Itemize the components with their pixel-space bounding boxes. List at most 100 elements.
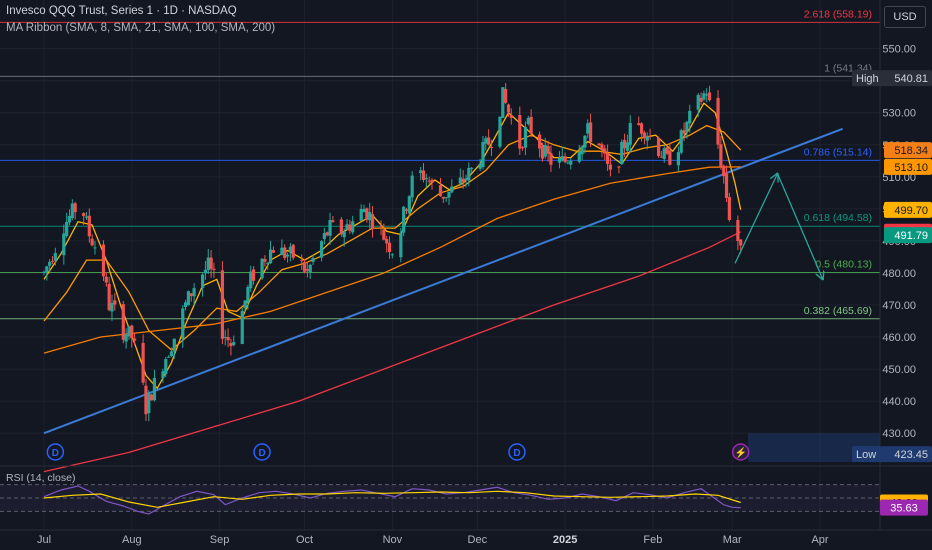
- candle-body: [438, 185, 443, 197]
- candle-body: [150, 394, 154, 401]
- candle-body: [359, 208, 363, 221]
- ma-line: [43, 166, 741, 354]
- candle-body: [702, 93, 706, 100]
- price-tag[interactable]: [852, 70, 932, 87]
- candle-body: [608, 164, 613, 170]
- rsi-tag[interactable]: [880, 499, 928, 516]
- candle-body: [489, 146, 494, 148]
- rsi-label[interactable]: RSI (14, close): [6, 472, 76, 484]
- candle-body: [65, 221, 69, 236]
- candle-body: [605, 153, 610, 164]
- candle-body: [130, 325, 134, 339]
- rsi-pane: [0, 465, 932, 515]
- candle-body: [682, 130, 686, 134]
- candle-body: [368, 211, 372, 221]
- projection-path[interactable]: [734, 173, 823, 280]
- symbol-title[interactable]: Invesco QQQ Trust, Series 1 · 1D · NASDA…: [6, 5, 237, 17]
- candle-body: [402, 206, 406, 233]
- earnings-marker-icon: ⚡: [734, 446, 746, 459]
- currency-button[interactable]: USD: [884, 6, 926, 28]
- candle-body: [133, 338, 137, 341]
- trendline[interactable]: [43, 127, 844, 435]
- candle-body: [305, 269, 309, 271]
- candle-body: [444, 197, 448, 199]
- candle-body: [167, 356, 171, 358]
- candle-body: [200, 274, 205, 288]
- candle-body: [232, 342, 236, 345]
- candle-body: [229, 343, 233, 346]
- time-axis[interactable]: Jul Aug Sep Oct Nov Dec 2025 Feb Mar Apr: [0, 529, 932, 546]
- price-tag[interactable]: [884, 158, 932, 175]
- price-tag[interactable]: [884, 142, 932, 159]
- candle-body: [719, 144, 723, 167]
- candle-body: [382, 229, 386, 240]
- candle-body: [226, 336, 230, 341]
- candle-body: [656, 137, 661, 157]
- projection-segment[interactable]: [734, 174, 777, 264]
- trendline-line[interactable]: [43, 127, 844, 435]
- candle-body: [189, 293, 193, 296]
- projection-segment[interactable]: [776, 173, 823, 280]
- dividend-marker[interactable]: [253, 443, 271, 461]
- candle-body: [470, 167, 474, 169]
- candle-body: [597, 143, 601, 146]
- candle-body: [447, 191, 451, 198]
- candle-body: [249, 271, 253, 289]
- candle-body: [240, 310, 244, 345]
- candle-body: [351, 221, 355, 233]
- candle-body: [628, 122, 632, 145]
- candle-body: [90, 238, 94, 246]
- candle-body: [560, 156, 564, 161]
- candle-body: [421, 170, 426, 181]
- price-tick-label: 460.00: [882, 332, 916, 344]
- candle-body: [121, 304, 125, 340]
- candle-body: [328, 219, 332, 236]
- price-tick-label: 440.00: [882, 396, 916, 408]
- price-tag[interactable]: [884, 227, 932, 244]
- candle-body: [127, 326, 131, 337]
- price-tag-value: 518.34: [894, 145, 928, 157]
- candle-body: [722, 165, 726, 177]
- time-tick-label: Feb: [643, 534, 662, 546]
- candle-body: [549, 153, 553, 165]
- candle-body: [679, 130, 683, 153]
- candle-body: [169, 351, 174, 357]
- price-tick-label: 550.00: [882, 44, 916, 56]
- price-tag-value: 499.70: [894, 205, 928, 217]
- candle-body: [266, 262, 270, 264]
- candle-body: [586, 123, 590, 134]
- candle-body: [209, 257, 213, 270]
- candle-body: [699, 97, 703, 102]
- candle-body: [390, 254, 394, 256]
- candle-body: [172, 338, 176, 352]
- candle-body: [569, 160, 573, 165]
- candle-body: [104, 276, 108, 283]
- dividend-marker-label: D: [52, 448, 59, 459]
- indicator-label[interactable]: MA Ribbon (SMA, 8, SMA, 21, SMA, 100, SM…: [6, 22, 276, 34]
- price-axis[interactable]: 550.00540.00530.00520.00510.00500.00490.…: [852, 0, 932, 530]
- candle-body: [481, 141, 485, 168]
- candle-body: [546, 146, 550, 154]
- dividend-marker[interactable]: [508, 443, 526, 461]
- candle-body: [407, 196, 411, 214]
- candle-body: [727, 197, 731, 220]
- rsi-band: [0, 484, 880, 512]
- fib-label: 0.5 (480.13): [815, 259, 872, 271]
- candle-body: [348, 224, 352, 231]
- candle-body: [543, 145, 547, 157]
- candle-body: [45, 266, 49, 273]
- candle-body: [739, 239, 743, 246]
- candle-body: [82, 213, 86, 217]
- candle-body: [48, 261, 52, 266]
- time-tick-label: Oct: [296, 534, 313, 546]
- earnings-marker[interactable]: [731, 443, 750, 461]
- candle-body: [291, 244, 295, 258]
- candle-body: [161, 371, 165, 378]
- candle-body: [498, 116, 502, 147]
- event-markers[interactable]: D D D ⚡: [46, 443, 750, 461]
- dividend-marker[interactable]: [46, 443, 65, 461]
- price-tag[interactable]: [852, 446, 932, 463]
- time-tick-label: Sep: [210, 534, 230, 546]
- price-tag[interactable]: [884, 201, 932, 218]
